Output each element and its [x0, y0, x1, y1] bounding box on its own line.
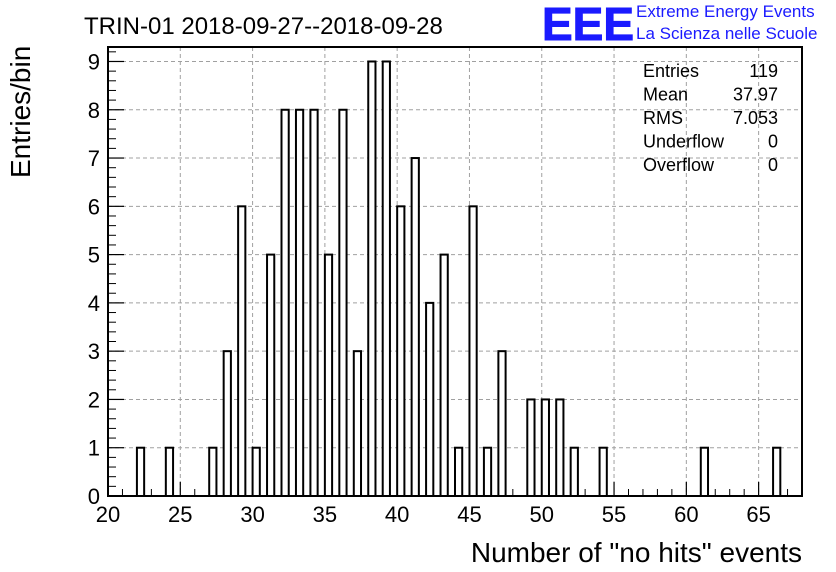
histogram-bar	[439, 253, 449, 497]
eee-logo-mark: EEE	[542, 0, 634, 50]
x-tick-labels: 20 25 30 35 40 45 50 55 60 65	[96, 502, 771, 527]
stat-label: Mean	[643, 85, 688, 105]
x-tick-label: 50	[530, 502, 554, 527]
histogram-bar	[294, 108, 305, 498]
histogram-bar	[280, 108, 290, 498]
x-tick-label: 60	[674, 502, 698, 527]
histogram-bar	[555, 398, 565, 497]
plot-frame	[107, 46, 803, 497]
histogram-bar	[468, 205, 478, 498]
histogram-bar	[454, 446, 464, 497]
histogram-bar	[410, 157, 420, 498]
y-tick-label: 7	[88, 146, 100, 171]
stat-label: RMS	[643, 108, 683, 128]
histogram-bar	[309, 108, 319, 498]
stat-label: Underflow	[643, 132, 725, 152]
stat-value: 7.053	[733, 108, 778, 128]
histogram-bar	[222, 350, 232, 497]
x-tick-label: 25	[168, 502, 192, 527]
y-tick-label: 4	[88, 291, 100, 316]
y-tick-label: 1	[88, 436, 100, 461]
histogram-bar	[338, 108, 348, 498]
x-tick-label: 40	[385, 502, 409, 527]
histogram-bar	[772, 446, 782, 497]
histogram-bar	[323, 253, 334, 497]
histogram-bar	[237, 205, 247, 498]
y-axis-title: Entries/bin	[5, 46, 36, 178]
x-tick-label: 35	[313, 502, 337, 527]
x-tick-label: 30	[240, 502, 264, 527]
stat-value: 0	[768, 155, 778, 175]
x-tick-label: 45	[457, 502, 481, 527]
x-tick-label: 65	[746, 502, 770, 527]
histogram-bars	[135, 60, 782, 498]
histogram-bar	[482, 446, 493, 497]
stat-value: 119	[749, 61, 778, 81]
y-tick-label: 6	[88, 194, 100, 219]
stats-box: Entries 119 Mean 37.97 RMS 7.053 Underflow 0 Ove…	[643, 61, 778, 175]
histogram-bar	[598, 446, 608, 497]
histogram-bar	[352, 350, 363, 497]
stat-value: 0	[768, 132, 778, 152]
y-tick-label: 8	[88, 98, 100, 123]
y-tick-label: 2	[88, 387, 100, 412]
stat-value: 37.97	[733, 85, 778, 105]
histogram-bar	[569, 446, 579, 497]
stat-label: Entries	[643, 61, 699, 81]
histogram-bar	[208, 446, 218, 497]
histogram-bar	[396, 205, 406, 498]
histogram-bar	[497, 350, 507, 497]
histogram-bar	[367, 60, 377, 498]
x-tick-label: 55	[602, 502, 626, 527]
stat-label: Overflow	[643, 155, 715, 175]
grid-lines	[108, 47, 802, 496]
eee-logo: EEE Extreme Energy Events La Scienza nel…	[542, 0, 818, 51]
histogram-bar	[699, 446, 710, 497]
histogram-bar	[540, 398, 550, 497]
logo-line-2: La Scienza nelle Scuole	[636, 24, 817, 43]
histogram-bar	[251, 446, 261, 497]
histogram-bar	[266, 253, 276, 497]
y-tick-label: 0	[88, 484, 100, 509]
y-tick-label: 9	[88, 49, 100, 74]
histogram-bar	[526, 398, 536, 497]
chart-title: TRIN-01 2018-09-27--2018-09-28	[84, 13, 443, 40]
histogram-bar	[425, 301, 435, 497]
y-tick-label: 3	[88, 339, 100, 364]
y-tick-labels: 0 1 2 3 4 5 6 7 8 9	[88, 49, 100, 509]
axis-ticks	[107, 51, 803, 497]
histogram-bar	[164, 446, 175, 497]
x-axis-title: Number of "no hits" events	[471, 537, 802, 568]
histogram-bar	[135, 446, 146, 497]
logo-line-1: Extreme Energy Events	[636, 2, 815, 21]
histogram-bar	[381, 60, 391, 498]
y-tick-label: 5	[88, 243, 100, 268]
x-tick-label: 20	[96, 502, 120, 527]
